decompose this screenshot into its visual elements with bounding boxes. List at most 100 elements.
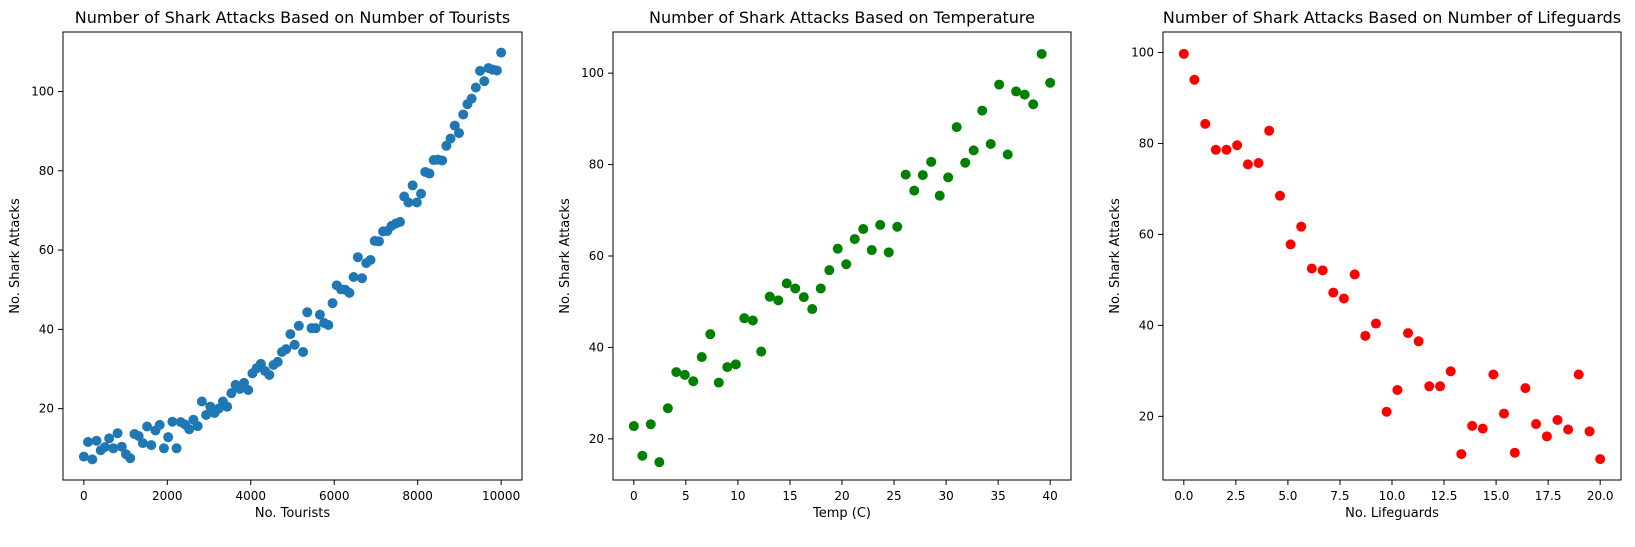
scatter-point	[883, 247, 894, 258]
scatter-point	[1477, 423, 1488, 434]
scatter-point	[437, 155, 448, 166]
scatter-point	[1456, 449, 1467, 460]
x-tick-label: 0	[630, 489, 638, 503]
y-axis-label: No. Shark Attacks	[558, 198, 573, 314]
x-tick-label: 40	[1043, 489, 1058, 503]
x-tick-label: 10000	[482, 489, 520, 503]
scatter-point	[909, 185, 920, 196]
scatter-point	[1189, 74, 1200, 85]
scatter-point	[365, 254, 376, 265]
scatter-point	[424, 168, 435, 179]
scatter-point	[78, 451, 89, 462]
x-tick-label: 17.5	[1535, 489, 1562, 503]
scatter-point	[272, 356, 283, 367]
scatter-point	[1200, 118, 1211, 129]
y-tick-label: 60	[1139, 227, 1154, 241]
scatter-point	[1435, 381, 1446, 392]
scatter-point	[1413, 336, 1424, 347]
scatter-point	[87, 454, 98, 465]
scatter-point	[705, 329, 716, 340]
scatter-point	[1531, 419, 1542, 430]
scatter-point	[781, 278, 792, 289]
scatter-point	[1253, 157, 1264, 168]
x-tick-label: 20.0	[1587, 489, 1614, 503]
x-tick-label: 8000	[402, 489, 433, 503]
scatter-point	[1296, 221, 1307, 232]
scatter-point	[900, 169, 911, 180]
x-axis-label: No. Lifeguards	[1345, 506, 1439, 521]
scatter-point	[163, 432, 174, 443]
scatter-point	[985, 139, 996, 149]
scatter-point	[154, 419, 165, 430]
scatter-point	[739, 313, 750, 324]
x-tick-label: 5	[682, 489, 690, 503]
scatter-point	[1045, 77, 1056, 88]
scatter-point	[137, 438, 148, 449]
scatter-point	[99, 442, 110, 453]
x-tick-label: 20	[834, 489, 849, 503]
scatter-point	[671, 367, 682, 378]
scatter-point	[1232, 140, 1243, 151]
scatter-point	[654, 457, 665, 468]
scatter-point	[892, 221, 903, 232]
scatter-point	[722, 362, 733, 373]
scatter-point	[994, 79, 1005, 90]
chart-title: Number of Shark Attacks Based on Number …	[75, 8, 510, 27]
scatter-point	[453, 128, 464, 139]
scatter-point	[790, 283, 801, 294]
scatter-point	[1573, 369, 1584, 380]
scatter-point	[943, 172, 954, 183]
scatter-point	[1520, 383, 1531, 394]
scatter-point	[243, 385, 254, 396]
scatter-point	[298, 346, 309, 357]
scatter-point	[411, 197, 422, 208]
scatter-point	[1467, 420, 1478, 431]
scatter-point	[1392, 384, 1403, 395]
x-tick-label: 2.5	[1226, 489, 1245, 503]
scatter-point	[849, 234, 860, 245]
scatter-point	[1381, 406, 1392, 417]
scatter-point	[496, 47, 507, 58]
scatter-point	[323, 319, 334, 330]
scatter-point	[327, 298, 338, 309]
scatter-point	[475, 65, 486, 76]
chart-title: Number of Shark Attacks Based on Number …	[1163, 8, 1621, 27]
x-axis-label: Temp (C)	[812, 506, 871, 521]
x-tick-label: 25	[886, 489, 901, 503]
x-tick-label: 7.5	[1330, 489, 1349, 503]
scatter-point	[1595, 454, 1606, 465]
x-tick-label: 0.0	[1174, 489, 1193, 503]
scatter-point	[747, 315, 758, 326]
y-axis-label: No. Shark Attacks	[8, 198, 23, 314]
scatter-point	[1328, 287, 1339, 298]
scatter-point	[344, 287, 355, 298]
x-tick-label: 30	[938, 489, 953, 503]
scatter-point	[171, 443, 182, 454]
x-tick-label: 10.0	[1379, 489, 1406, 503]
scatter-point	[1317, 265, 1328, 276]
scatter-point	[222, 401, 233, 412]
scatter-point	[1242, 159, 1253, 170]
scatter-point	[104, 433, 115, 444]
y-tick-label: 60	[589, 249, 604, 263]
scatter-point	[1221, 144, 1232, 155]
scatter-point	[458, 109, 469, 120]
scatter-point	[310, 323, 321, 334]
scatter-point	[875, 219, 886, 230]
scatter-point	[348, 272, 359, 283]
scatter-point	[951, 122, 962, 133]
scatter-point	[491, 65, 502, 76]
scatter-point	[416, 188, 427, 199]
scatter-point	[1424, 381, 1435, 392]
scatter-point	[116, 441, 127, 452]
x-tick-label: 35	[990, 489, 1005, 503]
x-tick-label: 12.5	[1431, 489, 1458, 503]
x-tick-label: 2000	[152, 489, 183, 503]
y-tick-label: 80	[39, 164, 54, 178]
scatter-point	[917, 170, 928, 181]
scatter-point	[293, 320, 304, 331]
y-tick-label: 60	[39, 243, 54, 257]
scatter-point	[264, 369, 275, 380]
x-tick-label: 0	[80, 489, 88, 503]
y-axis-label: No. Shark Attacks	[1108, 198, 1123, 314]
